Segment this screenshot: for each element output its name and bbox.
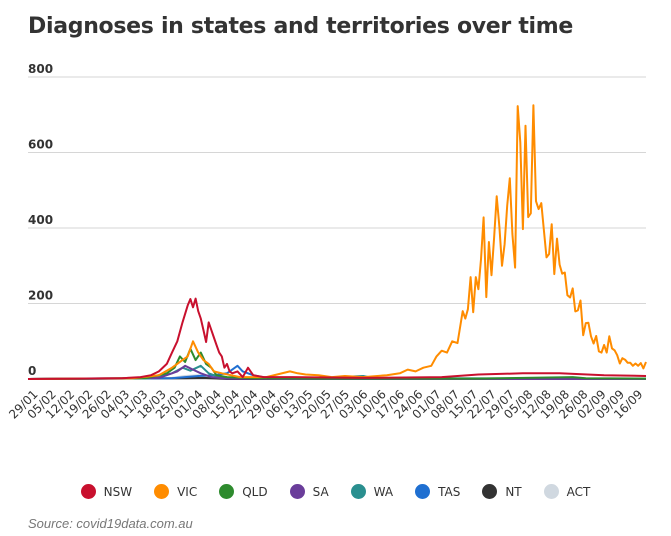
series-line-vic: [27, 104, 647, 380]
y-tick-label: 400: [28, 213, 53, 227]
line-chart: 0 200 400 600 800 29/0105/0212/0219/0226/020…: [6, 62, 647, 422]
legend-item-wa[interactable]: WA: [350, 484, 394, 499]
legend-item-qld[interactable]: QLD: [219, 484, 268, 499]
y-tick-label: 800: [28, 62, 53, 76]
y-tick-label: 600: [28, 138, 53, 152]
y-tick-label: 0: [28, 364, 36, 378]
legend-label: ACT: [566, 484, 591, 499]
legend-item-act[interactable]: ACT: [543, 484, 591, 499]
legend-swatch: [219, 484, 235, 499]
legend-item-nt[interactable]: NT: [482, 484, 522, 499]
legend-swatch: [543, 484, 559, 499]
source-note: Source: covid19data.com.au: [28, 516, 193, 531]
y-tick-label: 200: [28, 289, 53, 303]
legend-item-nsw[interactable]: NSW: [80, 484, 133, 499]
legend-label: QLD: [242, 484, 268, 499]
x-axis-ticks: 29/0105/0212/0219/0226/0204/0311/0318/03…: [6, 387, 645, 421]
y-axis-ticks: 0 200 400 600 800: [28, 62, 53, 378]
legend-swatch: [80, 484, 96, 499]
series-line-nsw: [27, 297, 647, 380]
legend-swatch: [289, 484, 305, 499]
legend-item-sa[interactable]: SA: [289, 484, 329, 499]
gridlines: [28, 76, 646, 380]
legend-item-vic[interactable]: VIC: [154, 484, 197, 499]
legend-item-tas[interactable]: TAS: [415, 484, 460, 499]
legend-label: VIC: [177, 484, 198, 499]
series-lines: [27, 104, 647, 380]
legend-swatch: [482, 484, 498, 499]
legend-swatch: [415, 484, 431, 499]
legend-label: NT: [505, 484, 522, 499]
legend: NSW VIC QLD SA WA TAS NT ACT: [0, 484, 671, 499]
legend-swatch: [350, 484, 366, 499]
legend-label: SA: [312, 484, 329, 499]
legend-swatch: [154, 484, 170, 499]
chart-title: Diagnoses in states and territories over…: [28, 14, 574, 39]
legend-label: WA: [373, 484, 394, 499]
series-line-qld: [27, 347, 647, 380]
legend-label: NSW: [103, 484, 133, 499]
legend-label: TAS: [438, 484, 461, 499]
